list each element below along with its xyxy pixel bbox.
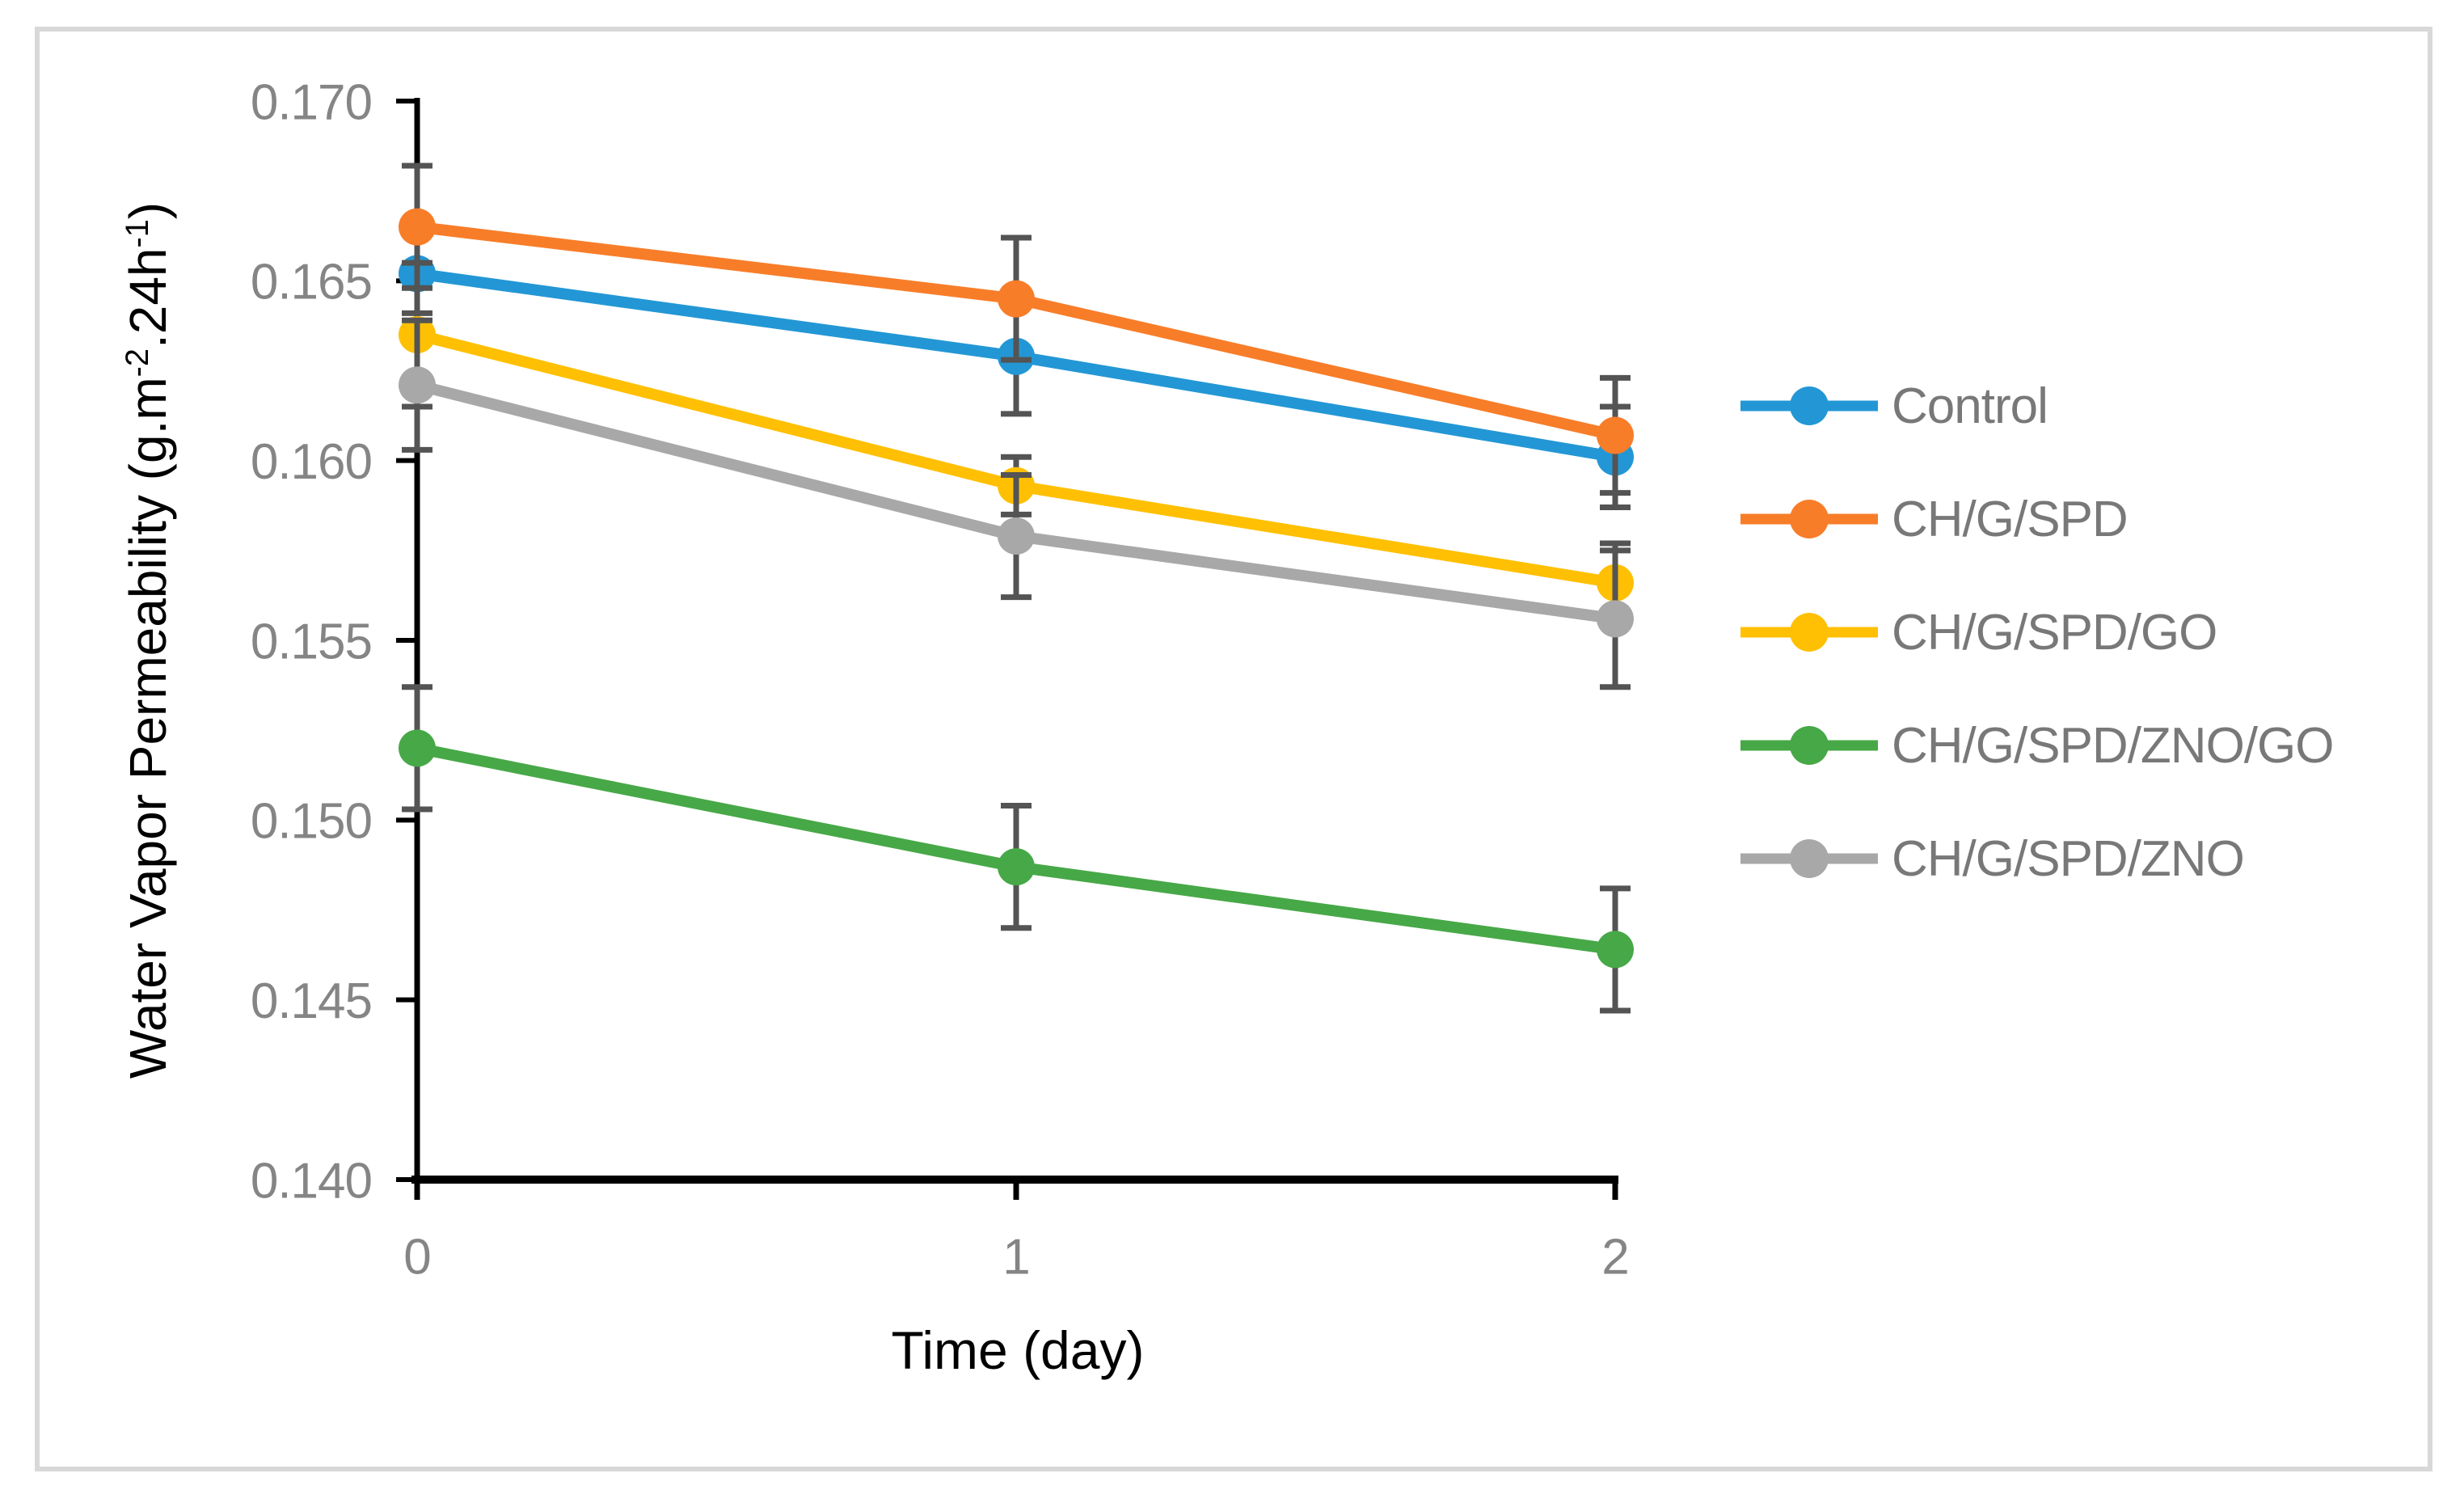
y-axis-tick-label: 0.145 (251, 973, 372, 1029)
data-point-marker (399, 208, 436, 246)
legend-marker-circle (1790, 386, 1829, 425)
legend-item: Control (1740, 378, 2333, 434)
y-axis-title-text: ) (118, 201, 177, 220)
legend-line-marker-icon (1740, 613, 1878, 652)
legend-marker-circle (1790, 726, 1829, 765)
figure-border (35, 27, 2432, 1471)
legend-label: CH/G/SPD/ZNO (1892, 830, 2245, 887)
data-point-marker (399, 366, 436, 404)
y-axis-title-text: Water Vapor Permeability (g.m (118, 377, 177, 1079)
legend-line-marker-icon (1740, 386, 1878, 425)
data-point-marker (1597, 600, 1634, 638)
x-axis-tick-label: 2 (1601, 1229, 1628, 1285)
data-point-marker (399, 729, 436, 767)
legend-item: CH/G/SPD (1740, 492, 2333, 547)
x-axis-tick-label: 0 (403, 1229, 430, 1285)
legend-item: CH/G/SPD/GO (1740, 605, 2333, 661)
x-axis-tick-label: 1 (1002, 1229, 1029, 1285)
y-axis-tick-label: 0.170 (251, 74, 372, 130)
legend-label: CH/G/SPD (1892, 491, 2129, 547)
legend-line-marker-icon (1740, 839, 1878, 878)
y-axis-tick-label: 0.150 (251, 794, 372, 850)
y-axis-tick-label: 0.140 (251, 1153, 372, 1209)
legend: Control CH/G/SPD CH/G/SPD/GO CH/G/SPD/ZN… (1740, 378, 2334, 952)
legend-item: CH/G/SPD/ZNO (1740, 831, 2333, 887)
legend-line-marker-icon (1740, 500, 1878, 538)
legend-marker-circle (1790, 500, 1829, 538)
legend-label: CH/G/SPD/ZNO/GO (1892, 717, 2334, 774)
data-point-marker (998, 280, 1035, 318)
data-point-marker (1597, 931, 1634, 969)
legend-line-marker-icon (1740, 726, 1878, 765)
legend-item: CH/G/SPD/ZNO/GO (1740, 718, 2334, 774)
legend-marker-circle (1790, 613, 1829, 652)
data-point-marker (1597, 416, 1634, 454)
x-axis-title: Time (day) (891, 1320, 1145, 1380)
y-axis-title-text: .24h (118, 247, 177, 349)
y-axis-title-superscript: -2 (120, 348, 155, 378)
data-point-marker (998, 848, 1035, 886)
legend-marker-circle (1790, 839, 1829, 878)
y-axis-title: Water Vapor Permeability (g.m-2.24h-1) (97, 73, 178, 1208)
y-axis-tick-label: 0.160 (251, 434, 372, 490)
legend-label: Control (1892, 378, 2048, 434)
y-axis-tick-label: 0.155 (251, 614, 372, 669)
legend-label: CH/G/SPD/GO (1892, 604, 2217, 661)
y-axis-title-superscript: -1 (120, 219, 155, 248)
data-point-marker (998, 517, 1035, 555)
y-axis-tick-label: 0.165 (251, 255, 372, 310)
